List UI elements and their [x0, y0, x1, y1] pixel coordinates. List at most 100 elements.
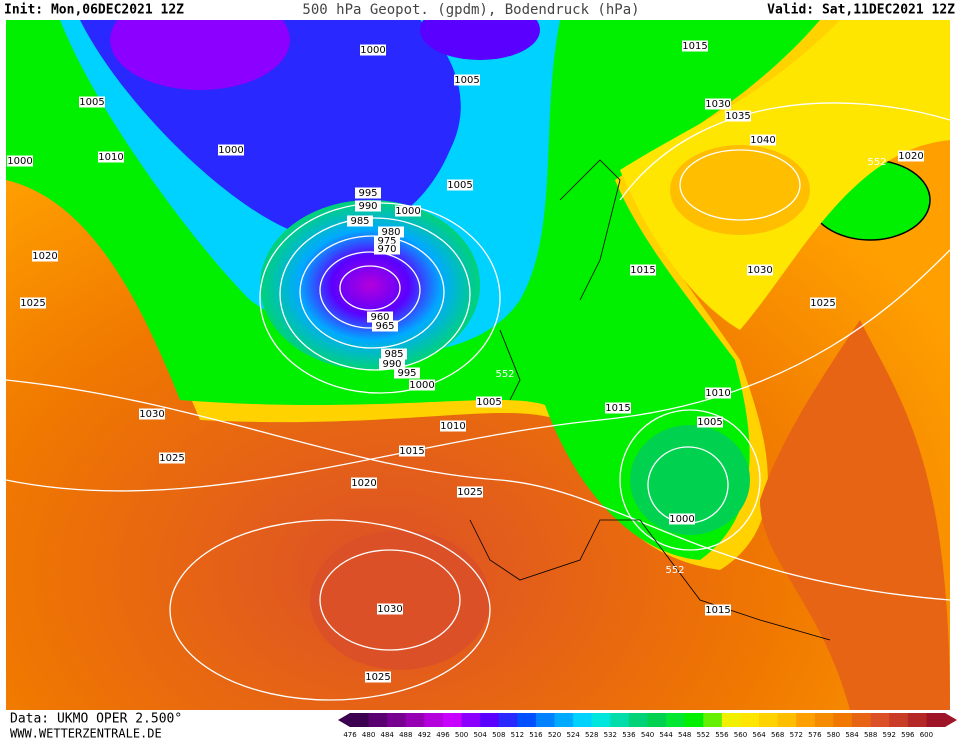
isobar-label: 1005: [447, 180, 472, 191]
isobar-label: 1025: [159, 453, 184, 464]
isobar-label-box: [476, 396, 502, 408]
colorbar-swatch: [721, 713, 741, 727]
colorbar-label: 484: [381, 731, 395, 739]
isobar-label-box: [454, 74, 480, 86]
colorbar-swatch: [759, 713, 779, 727]
isobar-label-box: [669, 513, 695, 525]
colorbar-label: 576: [808, 731, 822, 739]
colorbar-label: 488: [399, 731, 412, 739]
isobar-label-box: [378, 226, 404, 238]
isobar-label-box: [705, 387, 731, 399]
isobar-label-box: [630, 264, 656, 276]
isobar-label: 1000: [669, 514, 694, 525]
isobar-label: 1020: [898, 151, 923, 162]
isobar-label: 1000: [218, 145, 243, 156]
isobar-label-box: [355, 200, 381, 212]
colorbar-swatch: [666, 713, 686, 727]
isobar-label-box: [810, 297, 836, 309]
colorbar-label: 480: [362, 731, 375, 739]
isobar-label: 995: [358, 188, 377, 199]
colorbar-label: 564: [752, 731, 766, 739]
isobar-label: 1000: [360, 45, 385, 56]
colorbar-swatch: [628, 713, 648, 727]
isobar-label-box: [365, 671, 391, 683]
isobar-label: 1025: [810, 298, 835, 309]
isobar-label: 1035: [725, 111, 750, 122]
isobar-label-box: [139, 408, 165, 420]
colorbar-swatch: [387, 713, 407, 727]
colorbar-swatch: [368, 713, 388, 727]
isobar-label: 1015: [705, 605, 730, 616]
isobar-label-box: [399, 445, 425, 457]
colorbar-label: 496: [436, 731, 450, 739]
isobar-label: 1025: [457, 487, 482, 498]
isobar-label-box: [697, 416, 723, 428]
colorbar-swatch: [480, 713, 500, 727]
map: [6, 20, 950, 710]
isobar-label-box: [79, 96, 105, 108]
colorbar-swatch: [684, 713, 704, 727]
isobar-label-box: [705, 604, 731, 616]
colorbar-label: 504: [473, 731, 487, 739]
colorbar-label: 588: [864, 731, 877, 739]
isobar-label: 1030: [747, 265, 772, 276]
isobar-label-box: [605, 402, 631, 414]
colorbar-label: 528: [585, 731, 598, 739]
colorbar-swatch: [647, 713, 667, 727]
isobar-label: 1020: [32, 251, 57, 262]
colorbar-label: 492: [418, 731, 431, 739]
isobar-label: 1040: [750, 135, 775, 146]
isobar-label: 1030: [139, 409, 164, 420]
isobar-label-box: [347, 215, 373, 227]
isobar-label-box: [7, 155, 33, 167]
colorbar-label: 536: [622, 731, 636, 739]
isobar-label: 1005: [79, 97, 104, 108]
isobar-label: 995: [397, 368, 416, 379]
colorbar-label: 520: [548, 731, 561, 739]
isobar-label: 1025: [20, 298, 45, 309]
colorbar-label: 532: [604, 731, 617, 739]
colorbar-arrow: [945, 713, 957, 727]
isobar-label-box: [440, 420, 466, 432]
isobar-label: 990: [382, 359, 401, 370]
colorbar-swatch: [405, 713, 425, 727]
isobar-label-box: [218, 144, 244, 156]
colorbar-swatch: [573, 713, 593, 727]
isobar-label: 1010: [440, 421, 465, 432]
colorbar-swatch: [796, 713, 816, 727]
colorbar-swatch: [517, 713, 537, 727]
isobar-label-box: [98, 151, 124, 163]
isobar-label: 970: [377, 244, 396, 255]
isobar-label: 1000: [409, 380, 434, 391]
isobar-label: 1010: [705, 388, 730, 399]
isobar-label-box: [705, 98, 731, 110]
isobar-label-box: [898, 150, 924, 162]
colorbar: 476 480 484 488 492 496 500 504 508 512 516 520 524 5…: [338, 713, 957, 739]
geopotential-label: 552: [867, 157, 886, 168]
isobar-label: 1005: [697, 417, 722, 428]
isobar-label: 1005: [454, 75, 479, 86]
colorbar-label: 560: [734, 731, 747, 739]
isobar-label-box: [355, 187, 381, 199]
colorbar-swatch: [852, 713, 872, 727]
isobar-label-box: [379, 358, 405, 370]
isobar-label-box: [725, 110, 751, 122]
colorbar-label: 516: [529, 731, 543, 739]
isobar-label: 1010: [98, 152, 123, 163]
isobar-label: 1030: [377, 604, 402, 615]
isobar-label: 1015: [630, 265, 655, 276]
isobar-label: 1000: [395, 206, 420, 217]
isobar-label: 960: [370, 312, 389, 323]
colorbar-label: 540: [641, 731, 654, 739]
colorbar-label: 552: [697, 731, 710, 739]
colorbar-label: 548: [678, 731, 691, 739]
isobar-label: 1015: [399, 446, 424, 457]
colorbar-label: 476: [343, 731, 357, 739]
isobar-label: 1015: [605, 403, 630, 414]
colorbar-label: 568: [771, 731, 784, 739]
isobar-label-box: [159, 452, 185, 464]
colorbar-swatch: [591, 713, 611, 727]
isobar-label-box: [395, 205, 421, 217]
colorbar-swatch: [424, 713, 444, 727]
isobar-label: 1015: [682, 41, 707, 52]
